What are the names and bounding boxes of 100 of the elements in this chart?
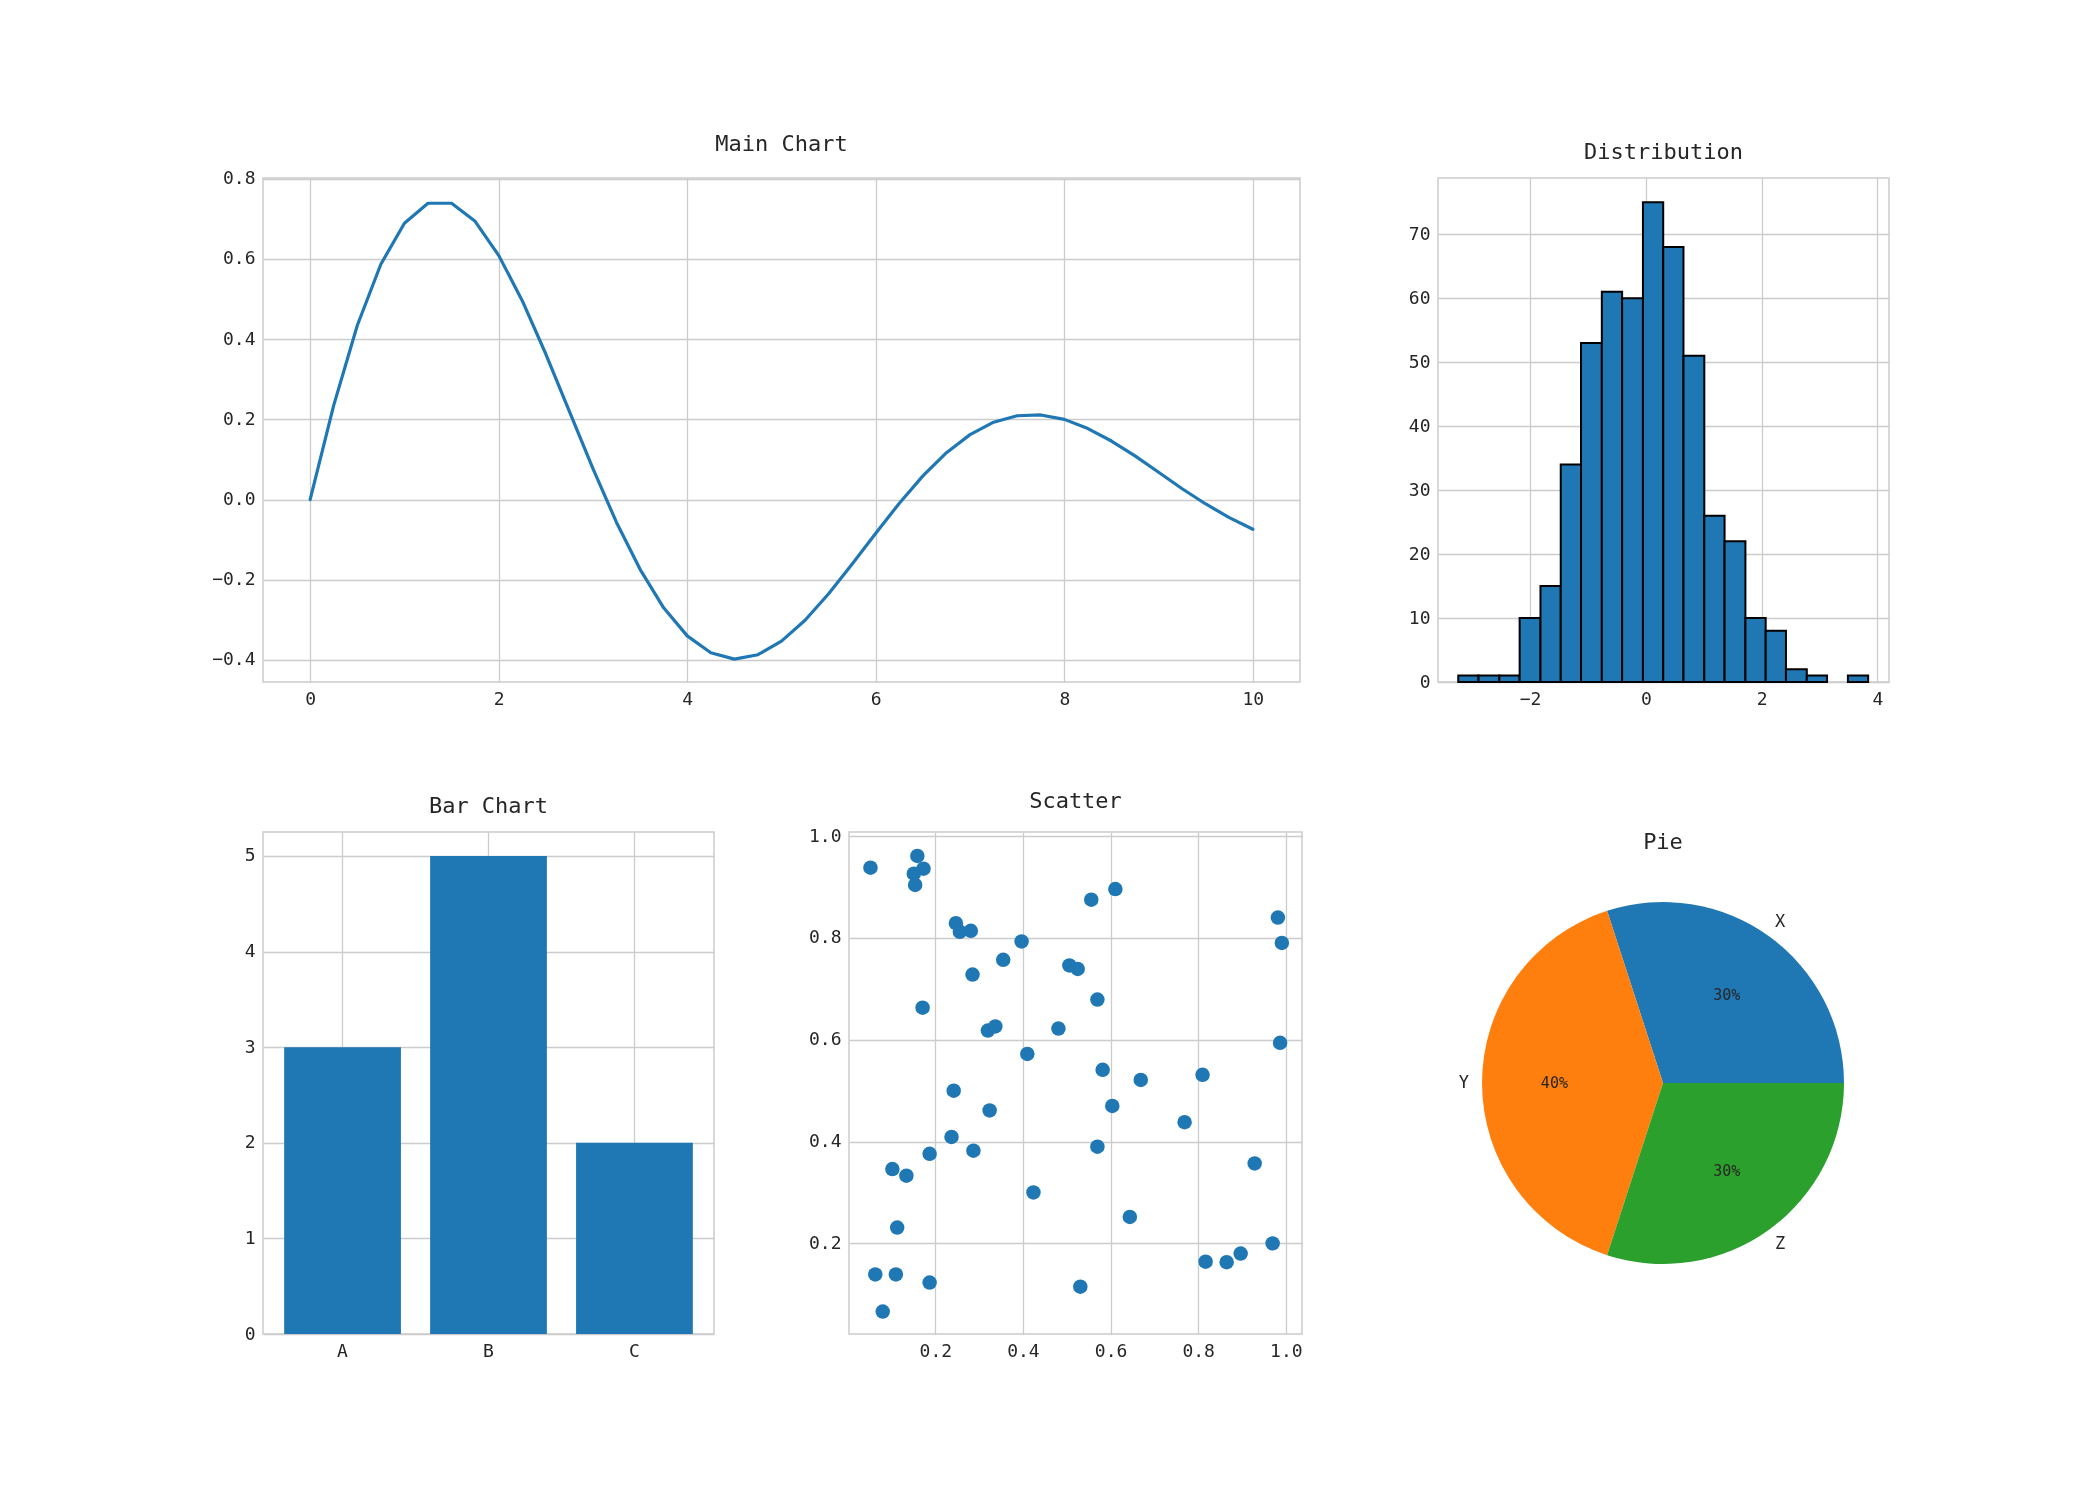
point: [1051, 1021, 1066, 1036]
x-tick-label: −2: [1519, 687, 1542, 709]
y-tick-label: 0.4: [222, 327, 256, 349]
y-tick-label: 10: [1408, 606, 1431, 628]
point: [915, 1000, 930, 1015]
y-tick-label: 70: [1408, 222, 1431, 244]
point: [1177, 1114, 1192, 1130]
y-tick-label: 60: [1408, 286, 1431, 308]
point: [963, 923, 979, 938]
y-tick-label: 0.8: [222, 167, 256, 189]
point: [885, 1161, 900, 1177]
point: [1133, 1072, 1149, 1088]
x-tick-label: 8: [1059, 687, 1071, 709]
y-tick-label: 40: [1408, 414, 1431, 436]
y-tick-label: 0.8: [808, 926, 842, 948]
point: [922, 1275, 937, 1290]
x-tick-label: 0: [305, 687, 317, 709]
bar: [430, 855, 547, 1334]
x-tick-label: 2: [1756, 687, 1768, 709]
point: [995, 952, 1011, 968]
pie-slice: [1607, 902, 1844, 1083]
y-tick-label: 20: [1408, 542, 1431, 564]
x-tick-label: 0: [1640, 687, 1652, 709]
pie-slice: [1482, 910, 1663, 1256]
y-tick-label: 5: [244, 844, 256, 866]
point: [1265, 1236, 1280, 1251]
point: [1014, 934, 1029, 949]
x-tick-label: 10: [1242, 687, 1265, 709]
point: [1233, 1246, 1248, 1261]
point: [988, 1019, 1003, 1034]
point: [1108, 881, 1123, 897]
point: [1026, 1185, 1041, 1200]
point: [944, 1129, 959, 1145]
y-tick-label: 50: [1408, 350, 1431, 372]
point: [982, 1103, 997, 1118]
point: [946, 1083, 961, 1098]
point: [1020, 1046, 1035, 1062]
x-tick-label: 0.6: [1094, 1339, 1128, 1361]
chart-title: Main Chart: [715, 130, 848, 156]
point: [1095, 1062, 1110, 1077]
y-tick-label: 1: [244, 1226, 256, 1248]
chart-title: Pie: [1643, 829, 1683, 854]
y-tick-label: 0: [1419, 670, 1431, 692]
y-tick-label: 1.0: [808, 824, 842, 846]
point: [1247, 1156, 1262, 1171]
x-tick-label: 0.4: [1007, 1339, 1040, 1361]
y-tick-label: 0.4: [808, 1130, 842, 1152]
y-tick-label: 3: [244, 1035, 256, 1057]
x-tick-label: C: [629, 1339, 640, 1361]
x-tick-label: 0.8: [1182, 1339, 1215, 1361]
chart-title: Distribution: [1584, 139, 1743, 164]
x-tick-label: 2: [493, 687, 505, 709]
y-tick-label: 0.2: [222, 407, 256, 429]
y-tick-label: 2: [244, 1131, 256, 1153]
x-tick-label: 1.0: [1270, 1339, 1303, 1361]
point: [922, 1146, 937, 1161]
x-tick-label: 4: [1872, 687, 1884, 709]
point: [889, 1220, 905, 1235]
y-tick-label: −0.2: [212, 568, 256, 590]
x-tick-label: 4: [682, 687, 694, 709]
point: [1272, 1035, 1288, 1051]
point: [1270, 910, 1286, 925]
line-series: [308, 201, 1255, 661]
point: [1084, 892, 1099, 907]
point: [1274, 935, 1290, 951]
data-label: 30%: [1713, 1161, 1741, 1180]
point: [1070, 961, 1085, 977]
y-tick-label: 4: [244, 940, 256, 962]
data-label: 40%: [1540, 1074, 1568, 1092]
bar: [284, 1047, 401, 1334]
y-tick-label: 30: [1408, 478, 1431, 500]
point: [910, 848, 925, 864]
point: [875, 1304, 890, 1319]
slice-label: X: [1774, 910, 1786, 931]
point: [1105, 1098, 1120, 1114]
point: [965, 967, 980, 982]
chart-title: Scatter: [1029, 788, 1122, 814]
point: [1219, 1254, 1234, 1270]
point: [888, 1267, 904, 1282]
y-tick-label: 0.6: [222, 247, 256, 269]
slice-label: Z: [1774, 1233, 1786, 1254]
point: [1090, 1139, 1105, 1154]
point: [1122, 1209, 1138, 1225]
point: [868, 1267, 883, 1282]
y-tick-label: 0: [244, 1322, 256, 1344]
y-tick-label: 0.2: [808, 1231, 842, 1253]
y-tick-label: −0.4: [212, 648, 256, 670]
slice-label: Y: [1458, 1072, 1470, 1092]
chart-title: Bar Chart: [428, 793, 549, 818]
x-tick-label: A: [337, 1339, 349, 1361]
y-tick-label: 0.6: [808, 1028, 842, 1050]
data-label: 30%: [1713, 986, 1741, 1005]
point: [1090, 992, 1105, 1007]
point: [1195, 1067, 1210, 1083]
point: [899, 1168, 914, 1183]
point: [863, 860, 878, 875]
x-tick-label: B: [483, 1339, 494, 1361]
point: [1198, 1254, 1213, 1269]
pie-slice: [1607, 1083, 1844, 1264]
x-tick-label: 6: [870, 687, 882, 709]
